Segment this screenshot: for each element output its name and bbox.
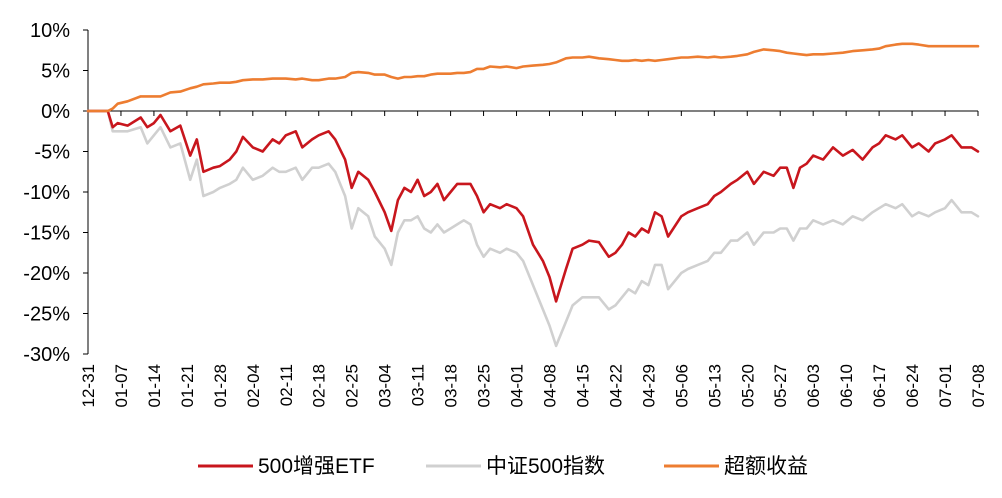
y-tick-label: 5% (41, 61, 70, 83)
x-tick-label: 04-22 (606, 364, 625, 407)
series-line-2 (86, 42, 980, 113)
x-tick-label: 02-11 (277, 364, 296, 406)
x-tick-label: 07-01 (936, 364, 955, 407)
x-tick-label: 01-07 (112, 364, 131, 407)
x-tick-label: 02-25 (343, 364, 362, 407)
series-group (86, 42, 980, 348)
x-tick-label: 03-25 (475, 364, 494, 407)
y-tick-label: -5% (34, 142, 70, 164)
y-axis: 10% 5% 0% -5% -10% -15% -20% -25% -30% (23, 20, 89, 366)
x-tick-label: 05-13 (705, 364, 724, 407)
x-tick-label: 07-08 (969, 364, 988, 407)
x-tick-label: 05-27 (771, 364, 790, 407)
series-line-1 (86, 109, 980, 348)
x-tick-label: 05-20 (738, 364, 757, 407)
x-tick-label: 04-29 (639, 364, 658, 407)
x-tick-label: 06-10 (837, 364, 856, 407)
series-line-0 (86, 109, 980, 303)
y-tick-label: -25% (23, 304, 70, 326)
x-tick-label: 01-14 (145, 364, 164, 407)
x-tick-label: 12-31 (79, 364, 98, 407)
x-tick-label: 02-04 (244, 364, 263, 407)
x-tick-label: 05-06 (672, 364, 691, 407)
x-tick-label: 04-08 (540, 364, 559, 407)
y-tick-label: -15% (23, 223, 70, 245)
x-tick-label: 01-21 (178, 364, 197, 407)
x-tick-label: 02-18 (310, 364, 329, 407)
x-tick-label: 06-17 (870, 364, 889, 407)
x-tick-label: 06-03 (804, 364, 823, 407)
x-tick-label: 01-28 (211, 364, 230, 407)
y-tick-label: -30% (23, 344, 70, 366)
x-tick-label: 03-04 (376, 364, 395, 407)
y-tick-label: 10% (30, 20, 70, 42)
legend-label: 500增强ETF (258, 455, 375, 478)
x-tick-label: 04-01 (508, 364, 527, 407)
legend: 500增强ETF 中证500指数 超额收益 (198, 455, 808, 478)
x-tick-label: 03-11 (409, 364, 428, 406)
x-tick-label: 06-24 (903, 364, 922, 407)
x-tick-label: 04-15 (573, 364, 592, 407)
y-tick-label: -10% (23, 182, 70, 204)
y-tick-label: -20% (23, 263, 70, 285)
legend-label: 中证500指数 (486, 455, 605, 478)
y-tick-label: 0% (41, 101, 70, 123)
x-axis: 12-31 01-07 01-14 01-21 01-28 02-04 02-11 02-18… (79, 110, 988, 407)
legend-label: 超额收益 (724, 455, 808, 478)
x-tick-label: 03-18 (442, 364, 461, 407)
